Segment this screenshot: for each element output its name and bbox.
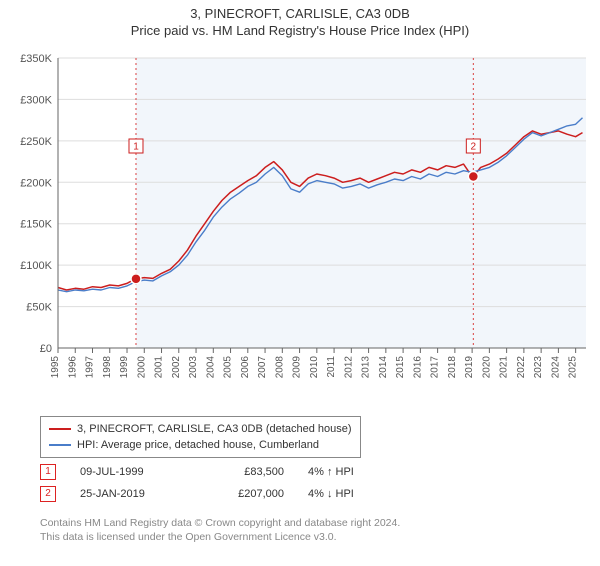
legend-item: 3, PINECROFT, CARLISLE, CA3 0DB (detache… — [49, 421, 352, 437]
svg-text:2002: 2002 — [171, 356, 182, 379]
page-subtitle: Price paid vs. HM Land Registry's House … — [0, 23, 600, 38]
legend-label: HPI: Average price, detached house, Cumb… — [77, 437, 319, 453]
event-delta: 4% ↑ HPI — [308, 466, 398, 478]
svg-text:2015: 2015 — [395, 356, 406, 379]
svg-text:£150K: £150K — [20, 219, 52, 231]
svg-text:2022: 2022 — [516, 356, 527, 379]
legend-swatch — [49, 428, 71, 430]
footer-line: Contains HM Land Registry data © Crown c… — [40, 516, 588, 530]
chart: £0 £50K £100K £150K £200K £250K £300K £350K 1 2 19… — [0, 52, 600, 412]
event-date: 25-JAN-2019 — [80, 488, 190, 500]
event-price: £207,000 — [214, 488, 284, 500]
chart-container: 3, PINECROFT, CARLISLE, CA3 0DB Price pa… — [0, 6, 600, 566]
event-price: £83,500 — [214, 466, 284, 478]
svg-text:2011: 2011 — [326, 356, 337, 378]
svg-text:2014: 2014 — [378, 356, 389, 379]
svg-text:2018: 2018 — [447, 356, 458, 379]
svg-text:2023: 2023 — [533, 356, 544, 379]
svg-text:2012: 2012 — [343, 356, 354, 379]
svg-text:2: 2 — [471, 142, 477, 153]
svg-text:1997: 1997 — [85, 356, 96, 379]
svg-text:2016: 2016 — [412, 356, 423, 379]
svg-text:£200K: £200K — [20, 177, 52, 189]
svg-text:2024: 2024 — [550, 356, 561, 379]
svg-text:2000: 2000 — [136, 356, 147, 379]
svg-text:2020: 2020 — [481, 356, 492, 379]
legend: 3, PINECROFT, CARLISLE, CA3 0DB (detache… — [40, 416, 361, 458]
svg-text:2025: 2025 — [568, 356, 579, 379]
svg-text:1999: 1999 — [119, 356, 130, 379]
footer-line: This data is licensed under the Open Gov… — [40, 530, 588, 544]
svg-text:2008: 2008 — [274, 356, 285, 379]
svg-text:2001: 2001 — [154, 356, 165, 379]
svg-text:2004: 2004 — [205, 356, 216, 379]
svg-text:2010: 2010 — [309, 356, 320, 379]
legend-label: 3, PINECROFT, CARLISLE, CA3 0DB (detache… — [77, 421, 352, 437]
event-delta: 4% ↓ HPI — [308, 488, 398, 500]
svg-text:2006: 2006 — [240, 356, 251, 379]
svg-text:2021: 2021 — [499, 356, 510, 379]
svg-text:1998: 1998 — [102, 356, 113, 379]
event-row: 1 09-JUL-1999 £83,500 4% ↑ HPI — [40, 464, 398, 480]
svg-text:£250K: £250K — [20, 136, 52, 148]
event-row: 2 25-JAN-2019 £207,000 4% ↓ HPI — [40, 486, 398, 502]
svg-text:£0: £0 — [40, 343, 52, 355]
svg-text:2009: 2009 — [292, 356, 303, 379]
event-marker-icon: 1 — [40, 464, 56, 480]
svg-text:2013: 2013 — [361, 356, 372, 379]
svg-text:1: 1 — [133, 142, 139, 153]
svg-text:1996: 1996 — [67, 356, 78, 379]
svg-text:2019: 2019 — [464, 356, 475, 379]
chart-svg: £0 £50K £100K £150K £200K £250K £300K £350K 1 2 19… — [0, 52, 600, 412]
svg-text:2017: 2017 — [430, 356, 441, 379]
svg-text:£300K: £300K — [20, 94, 52, 106]
svg-text:£350K: £350K — [20, 53, 52, 65]
svg-text:2003: 2003 — [188, 356, 199, 379]
event-date: 09-JUL-1999 — [80, 466, 190, 478]
svg-text:2007: 2007 — [257, 356, 268, 379]
event-marker-icon: 2 — [40, 486, 56, 502]
legend-swatch — [49, 444, 71, 446]
legend-item: HPI: Average price, detached house, Cumb… — [49, 437, 352, 453]
svg-text:£100K: £100K — [20, 260, 52, 272]
page-title: 3, PINECROFT, CARLISLE, CA3 0DB — [0, 6, 600, 21]
footer: Contains HM Land Registry data © Crown c… — [40, 516, 588, 544]
svg-text:1995: 1995 — [50, 356, 61, 379]
svg-text:£50K: £50K — [26, 302, 52, 314]
svg-text:2005: 2005 — [223, 356, 234, 379]
